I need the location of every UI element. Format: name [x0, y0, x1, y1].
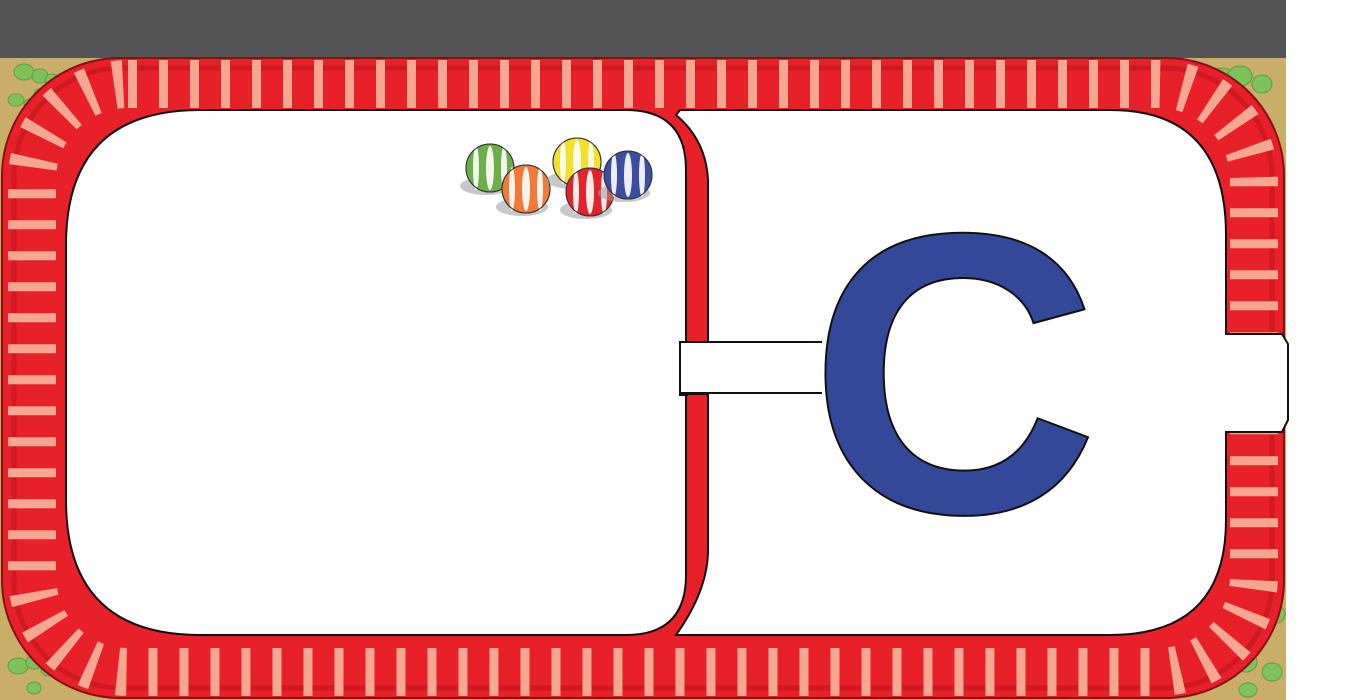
green-ball[interactable] [460, 143, 515, 195]
track-stripes [8, 60, 1278, 696]
ball-stripe [560, 140, 566, 184]
blue-ball[interactable] [598, 150, 653, 202]
right-play-area [674, 109, 1289, 636]
ball-outline [603, 150, 653, 200]
left-play-area [65, 109, 687, 636]
center-divider [688, 170, 706, 340]
ball-outline [501, 164, 551, 214]
ball-stripe [611, 153, 617, 197]
ball-stripe [486, 146, 494, 190]
orange-ball[interactable] [496, 164, 551, 216]
ball-stripe [586, 170, 594, 214]
ball-stripe [473, 146, 479, 190]
connector-path [706, 343, 824, 392]
ball-stripe [573, 170, 579, 214]
top-bar [0, 0, 1286, 58]
balls [460, 137, 653, 219]
ball-stripe [639, 153, 645, 197]
center-divider-lower [688, 395, 706, 565]
letter-glyph: C [809, 150, 1099, 597]
ball-stripe [509, 167, 515, 211]
ball-stripe [522, 167, 530, 211]
ball-stripe [624, 153, 632, 197]
ball-stripe [537, 167, 543, 211]
red-ball[interactable] [560, 167, 615, 219]
